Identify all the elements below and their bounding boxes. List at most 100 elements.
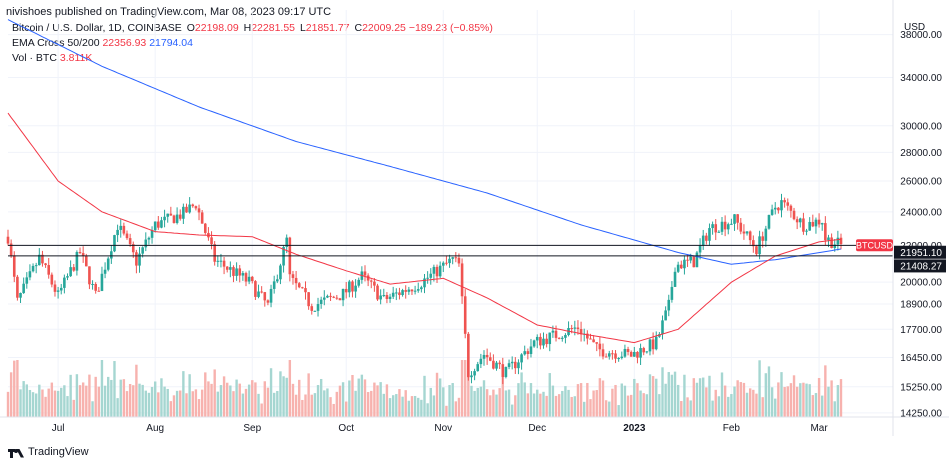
volume-bar [323,390,326,417]
tradingview-branding[interactable]: TradingView [8,446,89,458]
candle-body [53,284,57,292]
high-value: 22281.55 [251,22,296,34]
volume-bar [166,388,169,417]
volume-bar [25,384,28,417]
volume-bar [689,400,692,417]
candle-body [510,361,514,364]
candle-body [22,283,25,293]
volume-bar [34,393,38,417]
volume-value: 3.811K [59,52,93,64]
candle-body [679,264,683,269]
candle-body [648,339,652,352]
candle-body [802,218,805,232]
volume-bar [75,374,79,417]
candle-body [88,266,91,285]
candle-body [488,357,492,361]
volume-bar [695,382,699,417]
volume-bar [107,376,110,417]
candle-body [191,204,195,207]
candle-body [113,235,116,252]
volume-bar [382,393,385,417]
high-label: H [243,22,252,34]
volume-bar [100,360,104,417]
candle-body [304,288,307,293]
candle-body [319,299,323,305]
y-tick-label: 14250.00 [900,408,942,419]
candle-body [560,337,564,339]
volume-bar [485,389,489,417]
volume-bar [357,378,360,417]
candle-body [755,246,758,255]
volume-bar [592,390,595,417]
candle-body [72,267,76,271]
symbol-price-tag-bg [856,239,893,252]
volume-bar [210,383,213,417]
candle-body [357,279,361,286]
x-tick-label: Sep [243,423,261,434]
volume-bar [836,385,840,417]
volume-bar [88,374,91,417]
candle-body [81,253,85,257]
volume-bar [219,385,223,417]
volume-bar [16,360,19,417]
volume-bar [579,383,583,417]
volume-bar [661,367,664,417]
volume-bar [229,385,232,417]
volume-bar [755,393,758,417]
candle-body [216,260,220,262]
volume-bar [752,389,755,417]
volume-bar [783,387,786,417]
volume-bar [586,382,589,417]
candle-body [395,292,398,294]
candle-body [736,214,739,223]
volume-bar [81,382,85,417]
tradingview-logo-icon [8,447,24,458]
volume-bar [764,373,768,417]
volume-bar [19,389,22,417]
volume-bar [633,378,636,417]
volume-bar [683,374,686,417]
open-value: 22198.09 [194,22,239,34]
candle-body [157,221,160,228]
volume-bar [470,385,473,417]
volume-bar [445,405,448,417]
candle-body [141,247,144,254]
volume-bar [56,390,60,417]
candle-body [535,336,539,341]
volume-bar [805,383,808,417]
volume-bar [523,382,526,417]
candle-body [564,335,567,338]
candle-body [222,260,226,267]
volume-bar [680,401,683,417]
candle-body [373,281,376,286]
candle-body [266,300,270,303]
candle-body [595,342,599,344]
candle-body [824,223,827,241]
candle-body [219,260,223,262]
volume-bar [44,396,47,417]
volume-bar [827,386,830,417]
volume-bar [138,383,141,417]
volume-bar [97,386,101,417]
volume-bar [423,375,426,417]
grid-lines [8,10,893,417]
candle-body [742,231,746,234]
price-label-bg [894,259,946,273]
candle-body [322,297,326,300]
candle-body [708,228,711,241]
volume-bar [235,379,238,417]
candle-body [432,266,436,274]
x-tick-label: Dec [528,423,546,434]
candle-body [435,266,439,277]
candle-body [695,252,699,268]
candle-body [326,295,329,298]
candle-body [748,231,752,241]
volume-bar [745,392,749,417]
volume-bar [332,403,335,417]
volume-bar [730,394,733,417]
candle-body [517,362,520,369]
volume-bar [348,380,351,417]
volume-bar [379,382,382,417]
volume-bar [799,383,802,417]
